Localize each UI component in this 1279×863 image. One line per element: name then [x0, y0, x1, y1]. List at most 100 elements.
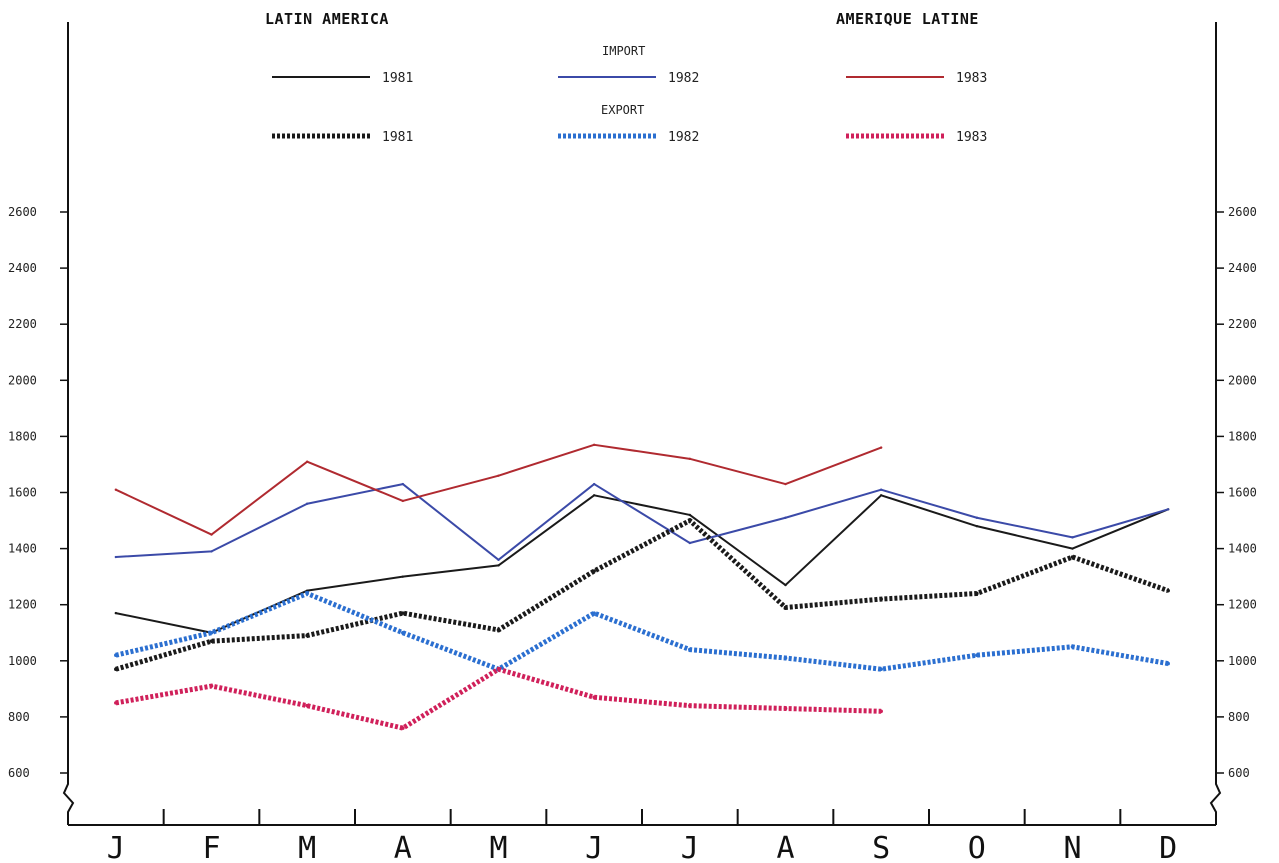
y-tick-label-left: 2000 [8, 373, 37, 387]
data-point [496, 628, 501, 632]
data-point [210, 550, 213, 553]
data-point [592, 695, 596, 700]
y-tick-label-right: 2000 [1228, 373, 1257, 387]
data-point [1166, 508, 1170, 511]
series-line-import-1982 [115, 483, 1169, 561]
x-tick-label: J [107, 831, 125, 863]
data-point [305, 460, 309, 463]
y-tick-label-right: 1000 [1228, 654, 1257, 668]
x-tick-label: J [585, 831, 603, 863]
x-tick-label: A [394, 831, 412, 863]
series-line-export-1982 [115, 590, 1169, 672]
series-line-import-1983 [115, 443, 882, 536]
legend-label-import-1981: 1981 [382, 71, 413, 86]
x-tick-label: F [202, 831, 220, 863]
data-point [879, 597, 883, 601]
y-axis-left [62, 22, 75, 825]
data-point [879, 494, 883, 497]
x-tick-label: J [681, 831, 699, 863]
data-point [592, 611, 596, 615]
data-point [401, 726, 405, 730]
x-tick-label: O [968, 831, 986, 863]
data-point [496, 667, 501, 672]
data-point [305, 591, 309, 596]
legend-label-import-1982: 1982 [668, 71, 699, 86]
data-point [497, 564, 500, 567]
data-point [783, 605, 788, 610]
data-point [784, 583, 787, 587]
x-tick-label: M [298, 831, 316, 863]
series-line-import-1981 [115, 494, 1169, 634]
data-point [1166, 661, 1170, 666]
data-point [305, 633, 309, 638]
chart-title-english: LATIN AMERICA [265, 10, 389, 28]
series-line-export-1981 [115, 518, 1169, 672]
data-point [401, 611, 405, 615]
y-tick-label-right: 1400 [1228, 542, 1257, 556]
data-point [975, 591, 979, 596]
data-point [592, 494, 596, 497]
chart-title-french: AMERIQUE LATINE [836, 10, 979, 28]
y-tick-label-left: 1600 [8, 486, 37, 500]
y-axis-right [1209, 22, 1222, 825]
data-point [209, 639, 214, 643]
data-point [784, 516, 787, 519]
data-point [209, 630, 214, 635]
data-point [114, 488, 118, 491]
data-point [305, 703, 309, 708]
data-point [114, 701, 118, 705]
x-tick-label: D [1159, 831, 1177, 863]
data-point [401, 482, 405, 486]
data-point [688, 518, 692, 523]
data-point [1071, 536, 1074, 539]
legend-export-heading: EXPORT [601, 103, 645, 117]
data-point [401, 630, 405, 635]
y-tick-label-right: 1800 [1228, 429, 1257, 443]
data-point [688, 457, 692, 461]
x-tick-label: N [1063, 831, 1081, 863]
y-tick-label-right: 600 [1228, 766, 1250, 780]
y-tick-label-left: 600 [8, 766, 30, 780]
data-point [1070, 644, 1075, 649]
y-tick-label-left: 1000 [8, 654, 37, 668]
y-tick-label-right: 800 [1228, 710, 1250, 724]
data-point [1071, 547, 1074, 550]
y-tick-label-left: 1800 [8, 429, 37, 443]
y-tick-label-left: 2400 [8, 261, 37, 275]
x-tick-label: S [872, 831, 890, 863]
data-point [114, 555, 118, 559]
data-point [1166, 588, 1170, 593]
data-point [592, 443, 596, 447]
data-point [1070, 555, 1075, 559]
data-point [401, 575, 405, 578]
legend-import-heading: IMPORT [602, 44, 646, 58]
y-tick-label-left: 2600 [8, 205, 37, 219]
data-point [975, 516, 979, 519]
data-point [592, 569, 596, 573]
data-point [879, 446, 883, 449]
y-tick-label-left: 800 [8, 710, 30, 724]
data-point [114, 667, 118, 672]
x-tick-label: M [489, 831, 507, 863]
legend-label-import-1983: 1983 [956, 71, 987, 86]
data-point [688, 703, 692, 708]
data-point [879, 488, 883, 491]
data-point [688, 513, 692, 517]
legend-label-export-1982: 1982 [668, 130, 699, 145]
y-tick-label-right: 1200 [1228, 598, 1257, 612]
y-tick-label-left: 2200 [8, 317, 37, 331]
y-tick-label-left: 1200 [8, 598, 37, 612]
data-point [592, 482, 596, 486]
data-point [114, 653, 118, 657]
data-point [784, 482, 787, 486]
data-point [783, 656, 788, 660]
data-point [305, 502, 309, 505]
series-line-export-1983 [115, 666, 882, 731]
legend-label-export-1981: 1981 [382, 130, 413, 145]
data-point [114, 611, 118, 615]
y-tick-label-left: 1400 [8, 542, 37, 556]
data-point [975, 524, 979, 528]
data-point [975, 653, 979, 657]
